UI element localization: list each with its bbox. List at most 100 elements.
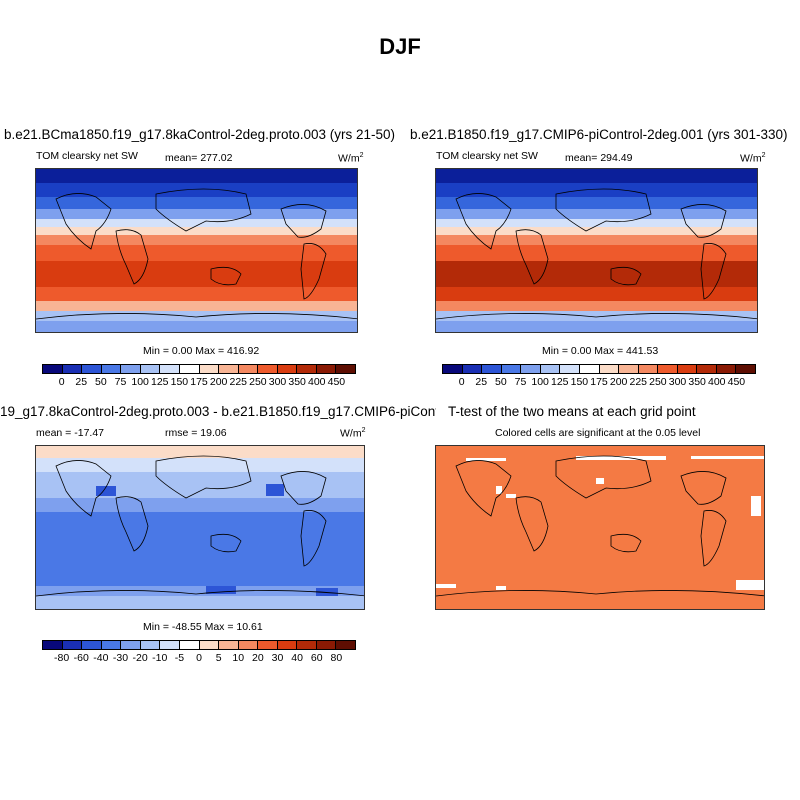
colorbar-swatch bbox=[238, 365, 259, 373]
colorbar-tick-label: 25 bbox=[475, 376, 488, 388]
colorbar-tick-label: 50 bbox=[95, 376, 107, 388]
panel3-rmse: rmse = 19.06 bbox=[165, 427, 227, 439]
colorbar-swatch bbox=[238, 641, 259, 649]
colorbar-tick-label: 250 bbox=[249, 376, 267, 388]
colorbar-swatch bbox=[316, 365, 337, 373]
panel3-title: 19_g17.8kaControl-2deg.proto.003 - b.e21… bbox=[0, 404, 436, 419]
colorbar-swatch bbox=[62, 641, 83, 649]
colorbar-swatch bbox=[638, 365, 659, 373]
panel1-title: b.e21.BCma1850.f19_g17.8kaControl-2deg.p… bbox=[4, 127, 395, 142]
panel4-subtitle: Colored cells are significant at the 0.0… bbox=[495, 427, 701, 439]
colorbar-swatch bbox=[219, 365, 239, 373]
colorbar-tick-label: 10 bbox=[232, 652, 245, 664]
panel3-colorbar bbox=[42, 640, 356, 650]
colorbar-swatch bbox=[101, 365, 122, 373]
panel2-minmax: Min = 0.00 Max = 441.53 bbox=[542, 345, 659, 357]
colorbar-swatch bbox=[179, 365, 200, 373]
colorbar-swatch bbox=[121, 641, 141, 649]
colorbar-swatch bbox=[579, 365, 600, 373]
colorbar-swatch bbox=[716, 365, 737, 373]
panel4-map bbox=[435, 445, 765, 610]
colorbar-swatch bbox=[62, 365, 83, 373]
figure-title: DJF bbox=[379, 34, 421, 59]
panel1-variable: TOM clearsky net SW bbox=[36, 150, 138, 162]
panel2-variable: TOM clearsky net SW bbox=[436, 150, 538, 162]
colorbar-swatch bbox=[140, 365, 161, 373]
colorbar-tick-label: 225 bbox=[629, 376, 648, 388]
colorbar-tick-label: 40 bbox=[291, 652, 303, 664]
colorbar-tick-label: 100 bbox=[131, 376, 149, 388]
colorbar-tick-label: 350 bbox=[688, 376, 706, 388]
colorbar-tick-label: 75 bbox=[514, 376, 527, 388]
panel3-map bbox=[35, 445, 365, 610]
colorbar-swatch bbox=[199, 641, 220, 649]
panel3-minmax: Min = -48.55 Max = 10.61 bbox=[143, 621, 263, 633]
panel1-colorbar bbox=[42, 364, 356, 374]
colorbar-tick-label: 225 bbox=[229, 376, 248, 388]
colorbar-tick-label: 75 bbox=[114, 376, 127, 388]
colorbar-tick-label: 125 bbox=[150, 376, 169, 388]
colorbar-tick-label: 100 bbox=[531, 376, 549, 388]
colorbar-tick-label: 450 bbox=[327, 376, 346, 388]
colorbar-tick-label: 400 bbox=[307, 376, 326, 388]
panel1-minmax: Min = 0.00 Max = 416.92 bbox=[143, 345, 260, 357]
colorbar-tick-label: -5 bbox=[174, 652, 185, 664]
colorbar-tick-label: 175 bbox=[590, 376, 608, 388]
colorbar-tick-label: 200 bbox=[209, 376, 228, 388]
colorbar-swatch bbox=[258, 365, 278, 373]
colorbar-tick-label: 300 bbox=[668, 376, 687, 388]
panel1-mean: mean= 277.02 bbox=[165, 152, 233, 164]
colorbar-tick-label: 125 bbox=[550, 376, 569, 388]
colorbar-tick-label: 175 bbox=[190, 376, 208, 388]
colorbar-swatch bbox=[179, 641, 200, 649]
colorbar-tick-label: 20 bbox=[252, 652, 264, 664]
colorbar-tick-label: -80 bbox=[54, 652, 70, 664]
colorbar-swatch bbox=[43, 641, 63, 649]
colorbar-tick-label: 5 bbox=[215, 652, 222, 664]
colorbar-tick-label: 350 bbox=[288, 376, 306, 388]
colorbar-tick-label: -20 bbox=[132, 652, 148, 664]
colorbar-tick-label: 0 bbox=[458, 376, 465, 388]
colorbar-swatch bbox=[521, 365, 541, 373]
panel4-map-field bbox=[436, 446, 764, 609]
colorbar-tick-label: 0 bbox=[196, 652, 202, 664]
panel3-mean: mean = -17.47 bbox=[36, 427, 105, 439]
colorbar-tick-label: -60 bbox=[73, 652, 89, 664]
colorbar-swatch bbox=[140, 641, 161, 649]
colorbar-tick-label: 60 bbox=[310, 652, 323, 664]
colorbar-tick-label: 400 bbox=[707, 376, 726, 388]
colorbar-swatch bbox=[443, 365, 463, 373]
colorbar-swatch bbox=[121, 365, 141, 373]
panel1-units: W/m2 bbox=[338, 152, 364, 165]
colorbar-tick-label: -30 bbox=[112, 652, 129, 664]
colorbar-tick-label: 150 bbox=[170, 376, 189, 388]
colorbar-swatch bbox=[677, 365, 698, 373]
colorbar-tick-label: 50 bbox=[495, 376, 507, 388]
panel3-map-field bbox=[36, 446, 364, 609]
panel2-map bbox=[435, 168, 758, 333]
colorbar-tick-label: 250 bbox=[649, 376, 667, 388]
colorbar-swatch bbox=[599, 365, 620, 373]
colorbar-swatch bbox=[336, 641, 355, 649]
colorbar-tick-label: 450 bbox=[727, 376, 746, 388]
colorbar-swatch bbox=[316, 641, 337, 649]
colorbar-swatch bbox=[560, 365, 580, 373]
colorbar-swatch bbox=[736, 365, 755, 373]
colorbar-swatch bbox=[82, 365, 102, 373]
panel2-colorbar bbox=[442, 364, 756, 374]
colorbar-swatch bbox=[297, 365, 317, 373]
colorbar-swatch bbox=[501, 365, 522, 373]
colorbar-tick-label: 0 bbox=[58, 376, 65, 388]
colorbar-swatch bbox=[101, 641, 122, 649]
panel4-title: T-test of the two means at each grid poi… bbox=[448, 404, 696, 419]
colorbar-swatch bbox=[462, 365, 483, 373]
panel1-map bbox=[35, 168, 358, 333]
colorbar-swatch bbox=[658, 365, 678, 373]
colorbar-tick-label: 200 bbox=[609, 376, 628, 388]
panel1-map-field bbox=[36, 169, 357, 332]
colorbar-swatch bbox=[219, 641, 239, 649]
panel2-units: W/m2 bbox=[740, 152, 766, 165]
panel2-map-field bbox=[436, 169, 757, 332]
colorbar-swatch bbox=[160, 641, 180, 649]
colorbar-swatch bbox=[297, 641, 317, 649]
